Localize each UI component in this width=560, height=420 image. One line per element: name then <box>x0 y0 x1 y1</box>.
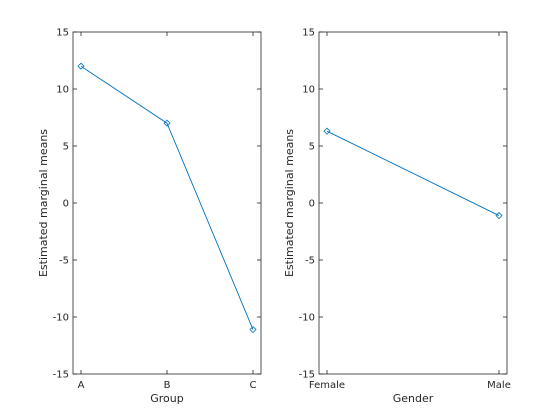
gender-series <box>323 127 503 220</box>
group-y-tick-label: -5 <box>59 256 69 267</box>
group-y-tick-label: 0 <box>63 199 69 210</box>
gender-y-ticks: -15 -10 -5 0 5 10 15 <box>299 28 507 381</box>
gender-y-tick-label: 15 <box>302 28 315 39</box>
group-series <box>77 62 257 334</box>
group-x-ticks: A B C <box>78 32 257 391</box>
gender-panel: -15 -10 -5 0 5 10 15 Female Male Gender Estimat… <box>283 28 511 406</box>
gender-y-tick-label: -5 <box>305 256 315 267</box>
gender-y-tick-label: 5 <box>309 142 315 153</box>
group-x-tick-label: A <box>78 380 85 391</box>
group-data-point-c <box>249 325 257 334</box>
gender-data-point-female <box>323 127 331 135</box>
group-plot-area <box>72 31 262 375</box>
gender-series-line <box>326 130 500 216</box>
gender-y-tick-label: 0 <box>309 199 315 210</box>
group-x-axis-label: Group <box>150 392 184 405</box>
group-y-tick-label: -10 <box>53 313 69 324</box>
gender-data-point-male <box>495 211 503 220</box>
group-y-ticks: -15 -10 -5 0 5 10 15 <box>53 28 261 381</box>
group-y-axis-label: Estimated marginal means <box>37 129 50 277</box>
gender-x-tick-label: Female <box>309 380 345 391</box>
group-y-tick-label: 15 <box>56 28 69 39</box>
group-x-tick-label: B <box>164 380 171 391</box>
group-y-tick-label: -15 <box>53 370 69 381</box>
gender-y-tick-label: 10 <box>302 85 315 96</box>
gender-y-tick-label: -10 <box>299 313 315 324</box>
gender-plot-area <box>318 31 508 375</box>
group-x-tick-label: C <box>250 380 257 391</box>
group-panel: -15 -10 -5 0 5 10 15 A B C Group Estimated margi… <box>37 28 262 405</box>
group-y-tick-label: 10 <box>56 85 69 96</box>
gender-y-axis-label: Estimated marginal means <box>283 129 296 277</box>
gender-x-ticks: Female Male <box>309 32 511 391</box>
gender-x-axis-label: Gender <box>393 392 434 405</box>
group-y-tick-label: 5 <box>63 142 69 153</box>
group-series-line <box>80 65 254 330</box>
group-data-point-a <box>77 62 85 70</box>
gender-y-tick-label: -15 <box>299 370 315 381</box>
group-data-point-b <box>163 119 171 127</box>
gender-x-tick-label: Male <box>487 380 511 391</box>
